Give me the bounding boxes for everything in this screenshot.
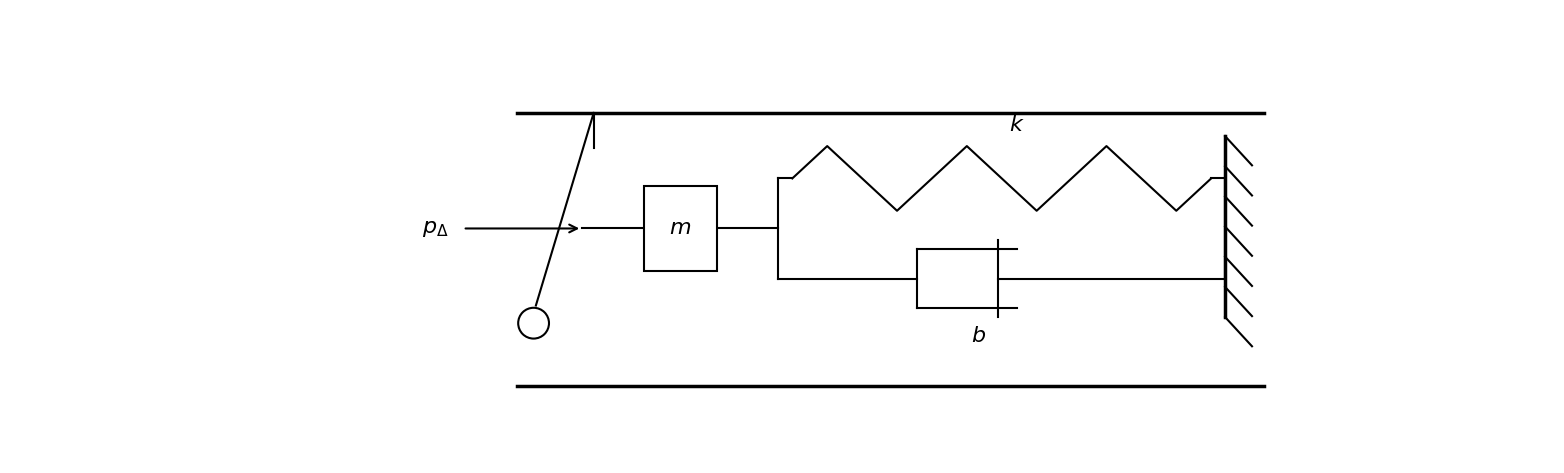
Text: $m$: $m$ <box>669 218 691 239</box>
Text: $k$: $k$ <box>1009 114 1024 136</box>
Text: $b$: $b$ <box>971 325 987 347</box>
Text: $p_\Delta$: $p_\Delta$ <box>422 218 449 239</box>
Bar <box>644 186 716 271</box>
